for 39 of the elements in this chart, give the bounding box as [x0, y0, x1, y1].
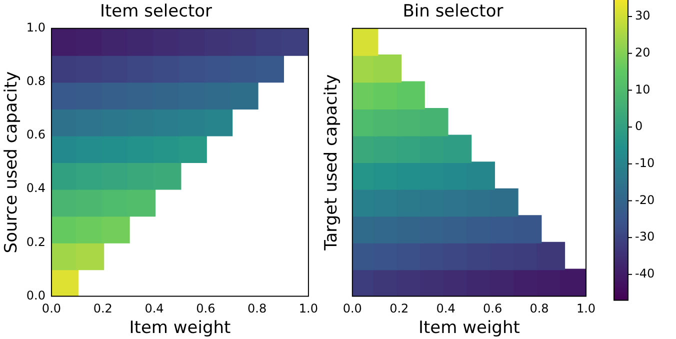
color-bar-label: -30: [635, 230, 655, 244]
chart-title: Bin selector: [402, 2, 504, 22]
color-bar-label: 0: [635, 119, 643, 134]
x-tick-label: 0.8: [248, 302, 267, 316]
y-axis-title: Target used capacity: [322, 74, 342, 252]
x-tick-label: 1.0: [298, 302, 318, 316]
color-bar-label: 30: [635, 8, 650, 23]
x-tick-label: 0.4: [436, 302, 456, 316]
x-tick-label: 0.8: [530, 302, 549, 316]
point: [352, 28, 378, 56]
chart-title: Item selector: [100, 2, 212, 22]
y-tick-label: 0.2: [26, 234, 46, 249]
x-tick-label: 0.6: [483, 302, 502, 316]
point: [102, 215, 130, 244]
x-tick-label: 0.0: [342, 302, 362, 316]
point: [396, 81, 425, 110]
x-tick-label: 0.2: [93, 302, 112, 316]
y-tick-label: 0.8: [26, 74, 46, 88]
y-tick-label: 0.4: [26, 181, 46, 196]
point: [76, 242, 104, 270]
x-tick-label: 0.4: [144, 302, 164, 316]
x-axis-title: Item weight: [129, 318, 232, 338]
x-axis-title: Item weight: [418, 318, 520, 338]
color-bar-label: -10: [635, 156, 655, 170]
y-tick-label: 0.6: [26, 128, 46, 142]
y-tick-label: 1.0: [26, 20, 46, 35]
color-bar-label: 20: [635, 45, 650, 60]
color-bar-label: 10: [635, 82, 650, 96]
color-bar-label: -20: [635, 192, 655, 207]
x-tick-label: 0.6: [196, 302, 216, 316]
x-tick-label: 0.0: [42, 302, 62, 316]
point: [127, 188, 156, 217]
point: [373, 54, 402, 83]
x-tick-label: 0.2: [390, 302, 409, 316]
y-tick-label: 0.0: [26, 288, 46, 302]
color-bar-label: -40: [635, 266, 655, 281]
point: [51, 268, 78, 296]
y-axis-title: Source used capacity: [2, 71, 22, 254]
x-tick-label: 1.0: [576, 302, 596, 316]
